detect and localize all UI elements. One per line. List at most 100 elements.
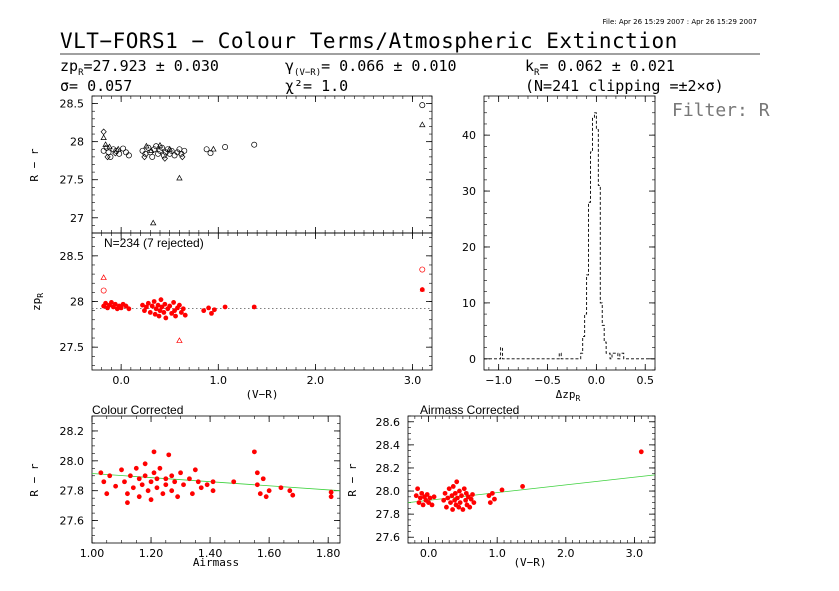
data-point: [157, 147, 163, 154]
x-axis-label: (V−R): [245, 388, 278, 401]
data-point: [120, 145, 127, 152]
zp-subscript: R: [78, 68, 84, 78]
data-point: [446, 486, 452, 492]
data-point: [189, 491, 195, 497]
y-tick-label: 27.6: [376, 531, 401, 544]
k-label: k: [525, 57, 534, 75]
data-point: [155, 150, 162, 157]
histogram-bin: [604, 342, 606, 359]
data-point: [182, 312, 188, 318]
data-point: [123, 149, 129, 156]
data-point: [424, 492, 430, 497]
data-point: [638, 449, 644, 455]
data-point: [109, 300, 114, 305]
data-point: [251, 449, 257, 455]
data-point: [278, 485, 284, 491]
y-tick-label: 28.5: [60, 98, 85, 111]
data-point: [162, 149, 169, 156]
data-point: [492, 496, 497, 502]
data-point: [171, 152, 178, 159]
data-point: [112, 149, 119, 157]
data-point: [142, 473, 148, 479]
data-point: [148, 497, 154, 503]
airmass-corrected-plot: 27.6 27.8 28.0 28.2 28.4 28.6 0.0 1.0 2.0 3.0 Airm…: [346, 403, 656, 569]
x-axis-label-text: (V−R): [513, 556, 546, 569]
data-point: [142, 461, 148, 467]
data-point: [520, 484, 525, 489]
data-point: [118, 305, 124, 311]
data-point: [212, 307, 217, 313]
y-tick-label: 27.6: [60, 515, 85, 528]
zp-result: zpR=27.923 ± 0.030: [60, 57, 219, 78]
data-point: [161, 155, 168, 162]
data-point: [204, 482, 210, 488]
data-point: [149, 153, 156, 160]
data-point: [167, 303, 173, 309]
data-point: [251, 304, 257, 310]
data-point: [169, 473, 175, 479]
data-point: [171, 300, 177, 305]
data-point: [142, 150, 149, 157]
data-point: [160, 152, 167, 159]
data-point: [419, 490, 425, 496]
data-point: [198, 485, 204, 491]
data-point: [174, 149, 181, 156]
data-point: [150, 219, 157, 226]
data-point: [442, 490, 448, 496]
data-point: [487, 500, 493, 505]
residual-histogram: 0 10 20 30 40 −1.0 −0.5 0.0 0.5 ΔzpR: [462, 95, 656, 403]
data-point: [206, 305, 211, 311]
x-tick-label: 0.0: [588, 374, 606, 387]
data-point: [156, 313, 162, 319]
data-point: [210, 488, 216, 494]
data-point: [463, 490, 469, 496]
sigma-result: σ= 0.057: [60, 77, 132, 95]
data-point: [98, 470, 104, 476]
data-point: [195, 479, 201, 485]
histogram-bin: [592, 118, 594, 358]
x-axis-label-text: (V−R): [245, 388, 278, 401]
data-point: [100, 128, 107, 136]
filter-label: Filter: R: [672, 100, 770, 121]
colour-corrected-plot: 27.6 27.8 28.0 28.2 1.00 1.20 1.40 1.60 1.80 Colo…: [28, 403, 340, 569]
data-point: [140, 302, 145, 308]
data-point: [454, 479, 460, 485]
data-point: [166, 145, 173, 152]
data-point: [157, 308, 163, 314]
data-point: [419, 102, 426, 109]
data-point: [499, 487, 505, 493]
data-point: [457, 500, 463, 505]
y-tick-label: 28.2: [376, 462, 401, 475]
y-axis-label: R − r: [28, 463, 41, 496]
data-point: [176, 174, 183, 181]
data-point: [169, 488, 175, 494]
panel-title: Colour Corrected: [92, 403, 183, 417]
y-axis-label-text: zp: [30, 298, 43, 311]
data-point: [445, 495, 451, 501]
y-axis-label: R − r: [346, 463, 359, 496]
y-axis-label: R − r: [28, 148, 41, 181]
x-tick-label: −0.5: [534, 374, 561, 387]
data-point: [160, 491, 166, 497]
data-point: [139, 482, 145, 488]
data-point: [139, 147, 146, 154]
histogram-bin: [594, 113, 596, 359]
x-tick-label: 0.5: [636, 374, 654, 387]
data-point: [201, 308, 207, 314]
data-point: [103, 300, 108, 306]
data-point: [154, 485, 160, 491]
data-point: [112, 301, 118, 307]
x-axis-label: ΔzpR: [556, 388, 581, 403]
data-point: [113, 483, 119, 489]
y-tick-label: 28.0: [376, 485, 401, 498]
rejected-point: [100, 287, 107, 294]
data-point: [419, 121, 426, 128]
y-tick-label: 30: [462, 185, 476, 198]
data-point: [468, 496, 474, 502]
y-axis-label: zpR: [30, 293, 45, 311]
data-point: [100, 134, 107, 141]
data-point: [127, 473, 133, 479]
histogram-bin: [614, 353, 616, 359]
data-point: [151, 449, 157, 455]
